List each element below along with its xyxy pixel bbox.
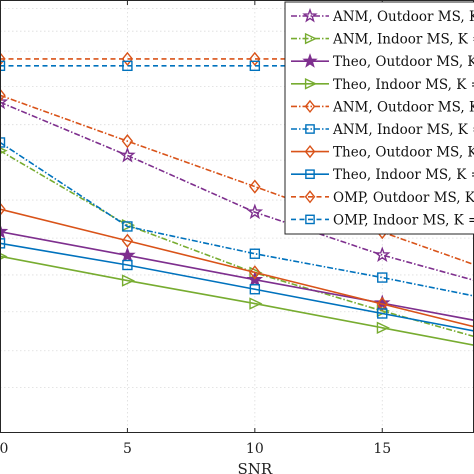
- data-point: [249, 60, 261, 72]
- legend-entry: ANM, Outdoor MS, K =: [291, 7, 474, 25]
- legend-entry: Theo, Outdoor MS, K =: [291, 53, 474, 70]
- data-point: [249, 51, 261, 67]
- data-point: [376, 296, 388, 312]
- data-point: [249, 265, 261, 280]
- series-line: [0, 208, 474, 328]
- legend: ANM, Outdoor MS, K = ANM, Indoor MS, K = T…: [284, 1, 474, 235]
- data-point: [304, 78, 318, 90]
- data-point: [377, 272, 388, 283]
- data-point: [0, 93, 9, 110]
- data-point: [122, 221, 133, 232]
- legend-entry: ANM, Outdoor MS, K =: [291, 99, 474, 115]
- data-point: [304, 190, 316, 204]
- data-point: [305, 214, 315, 225]
- data-point: [0, 51, 6, 67]
- series-line: [0, 255, 474, 347]
- legend-entry: ANM, Indoor MS, K =: [291, 32, 474, 48]
- x-tick-label: 10: [246, 441, 264, 457]
- data-point: [119, 146, 136, 163]
- x-tick-label: 0: [0, 441, 8, 457]
- data-point: [121, 274, 136, 287]
- data-point: [249, 248, 261, 259]
- legend-label: OMP, Indoor MS, K =: [333, 212, 474, 228]
- data-point: [246, 203, 264, 220]
- series-line: [0, 101, 474, 282]
- data-point: [305, 169, 315, 180]
- series-line: [0, 242, 474, 332]
- data-point: [0, 88, 6, 103]
- x-tick-label: 5: [123, 441, 132, 457]
- data-point: [377, 308, 388, 319]
- legend-label: ANM, Outdoor MS, K =: [332, 9, 474, 25]
- series-1: [0, 93, 474, 282]
- data-point: [249, 179, 261, 194]
- legend-label: ANM, Indoor MS, K =: [332, 122, 474, 138]
- data-point: [0, 137, 6, 148]
- series-7: [0, 202, 474, 328]
- data-point: [119, 246, 136, 263]
- data-point: [249, 284, 261, 295]
- legend-label: ANM, Outdoor MS, K =: [332, 99, 474, 115]
- data-point: [0, 202, 6, 217]
- grid: [0, 0, 474, 433]
- legend-label: Theo, Outdoor MS, K =: [333, 145, 474, 161]
- legend-label: Theo, Indoor MS, K =: [333, 167, 474, 183]
- legend-entry: ANM, Indoor MS, K =: [291, 122, 474, 138]
- data-point: [121, 134, 134, 149]
- series-layer: [0, 51, 474, 347]
- data-point: [0, 60, 6, 72]
- data-point: [121, 51, 134, 67]
- legend-entry: OMP, Outdoor MS, K =: [291, 190, 474, 206]
- legend-box: [284, 1, 474, 235]
- data-point: [302, 7, 318, 23]
- data-point: [305, 124, 315, 134]
- legend-entry: Theo, Indoor MS, K =: [291, 77, 474, 93]
- data-point: [121, 233, 134, 248]
- x-tick-label: 15: [373, 441, 391, 457]
- legend-label: Theo, Outdoor MS, K =: [333, 54, 474, 70]
- legend-entry: Theo, Indoor MS, K =: [291, 167, 474, 183]
- data-point: [304, 32, 318, 45]
- series-8: [0, 238, 474, 332]
- data-point: [122, 259, 133, 271]
- series-line: [0, 94, 474, 266]
- legend-entry: Theo, Outdoor MS, K =: [291, 145, 474, 161]
- series-line: [0, 149, 474, 338]
- data-point: [302, 53, 318, 68]
- data-point: [0, 222, 9, 239]
- data-point: [376, 321, 390, 334]
- data-point: [122, 60, 133, 72]
- series-6: [0, 137, 474, 297]
- data-point: [374, 246, 391, 263]
- data-point: [0, 238, 6, 249]
- legend-label: Theo, Indoor MS, K =: [333, 77, 474, 93]
- data-point: [249, 297, 263, 310]
- x-axis-title: SNR: [237, 460, 272, 474]
- x-axis-ticks: 0 5 10 15: [0, 0, 391, 457]
- legend-label: ANM, Indoor MS, K =: [332, 32, 474, 48]
- data-point: [304, 144, 316, 159]
- data-point: [304, 99, 316, 114]
- data-point: [374, 294, 391, 311]
- legend-label: OMP, Outdoor MS, K =: [333, 190, 474, 206]
- legend-entry: OMP, Indoor MS, K =: [291, 212, 474, 228]
